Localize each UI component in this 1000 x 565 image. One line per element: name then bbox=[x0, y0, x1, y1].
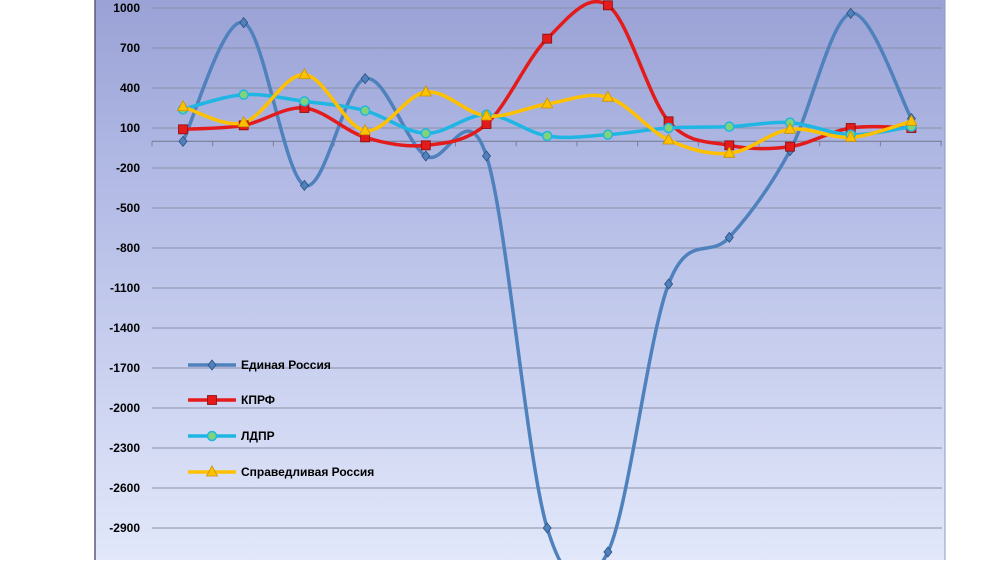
data-point-s4 bbox=[480, 109, 493, 121]
data-point-s3 bbox=[299, 96, 310, 107]
data-point-s2 bbox=[178, 124, 188, 135]
data-point-s4 bbox=[601, 90, 615, 102]
data-point-s4 bbox=[176, 99, 190, 112]
legend-label: Единая Россия bbox=[241, 358, 331, 372]
y-tick-label: -1700 bbox=[109, 361, 140, 375]
data-point-s1 bbox=[846, 7, 856, 19]
data-point-s3 bbox=[663, 122, 674, 134]
y-tick-label: -2300 bbox=[109, 441, 140, 455]
data-point-s4 bbox=[783, 122, 797, 134]
series-markers bbox=[176, 0, 918, 558]
legend-label: ЛДПР bbox=[241, 429, 275, 443]
y-tick-label: -200 bbox=[116, 161, 140, 175]
data-point-s2 bbox=[542, 33, 553, 44]
data-point-s1 bbox=[360, 73, 370, 85]
data-point-s1 bbox=[299, 179, 309, 191]
legend-item: ЛДПР bbox=[188, 429, 275, 443]
data-point-s4 bbox=[723, 146, 736, 158]
data-point-s1 bbox=[542, 522, 552, 534]
grid-lines bbox=[152, 7, 942, 529]
y-tick-label: -2600 bbox=[109, 481, 140, 495]
data-point-s2 bbox=[785, 141, 795, 152]
y-tick-label: -2900 bbox=[109, 521, 140, 535]
data-point-s3 bbox=[724, 121, 735, 132]
data-point-s1 bbox=[481, 150, 492, 162]
y-tick-label: 100 bbox=[120, 121, 140, 135]
legend: Единая Россия КПРФ ЛДПР Справедливая Россия bbox=[188, 358, 374, 479]
y-tick-label: -500 bbox=[116, 201, 140, 215]
y-tick-label: 400 bbox=[120, 81, 140, 95]
data-point-s4 bbox=[905, 114, 918, 126]
data-point-s3 bbox=[602, 129, 614, 140]
legend-item: Справедливая Россия bbox=[188, 465, 374, 479]
y-tick-label: 700 bbox=[120, 41, 140, 55]
y-tick-labels: 1000 700 400 100 -200 -500 -800 -1100 -1400 -1700… bbox=[109, 1, 140, 535]
data-point-s1 bbox=[724, 231, 734, 243]
legend-marker bbox=[206, 430, 218, 442]
data-point-s4 bbox=[541, 97, 554, 109]
data-point-s2 bbox=[420, 140, 431, 151]
data-point-s4 bbox=[419, 85, 432, 97]
data-point-s4 bbox=[844, 130, 857, 142]
y-tick-label: -1100 bbox=[110, 281, 140, 295]
data-point-s1 bbox=[603, 546, 613, 558]
legend-item: КПРФ bbox=[188, 393, 275, 407]
data-point-s4 bbox=[298, 67, 311, 80]
legend-label: Справедливая Россия bbox=[241, 465, 374, 479]
data-point-s4 bbox=[237, 115, 250, 128]
data-point-s1 bbox=[239, 17, 249, 29]
legend-label: КПРФ bbox=[241, 393, 275, 407]
data-point-s2 bbox=[481, 119, 492, 129]
data-point-s4 bbox=[662, 133, 675, 145]
data-point-s2 bbox=[603, 0, 613, 11]
legend-marker bbox=[207, 395, 217, 405]
data-point-s3 bbox=[359, 105, 371, 116]
plot-background bbox=[95, 0, 945, 560]
data-point-s1 bbox=[664, 278, 674, 290]
legend-item: Единая Россия bbox=[188, 358, 331, 372]
data-point-s1 bbox=[178, 135, 188, 147]
data-point-s1 bbox=[421, 150, 431, 162]
data-point-s3 bbox=[541, 130, 553, 142]
y-tick-label: -2000 bbox=[109, 401, 140, 415]
y-tick-label: 1000 bbox=[113, 1, 140, 15]
data-point-s3 bbox=[238, 89, 249, 100]
y-tick-label: -800 bbox=[116, 241, 140, 255]
data-point-s4 bbox=[358, 123, 372, 136]
data-point-s3 bbox=[420, 128, 432, 139]
y-tick-label: -1400 bbox=[109, 321, 140, 335]
legend-marker bbox=[207, 359, 217, 371]
legend-marker bbox=[205, 465, 219, 477]
